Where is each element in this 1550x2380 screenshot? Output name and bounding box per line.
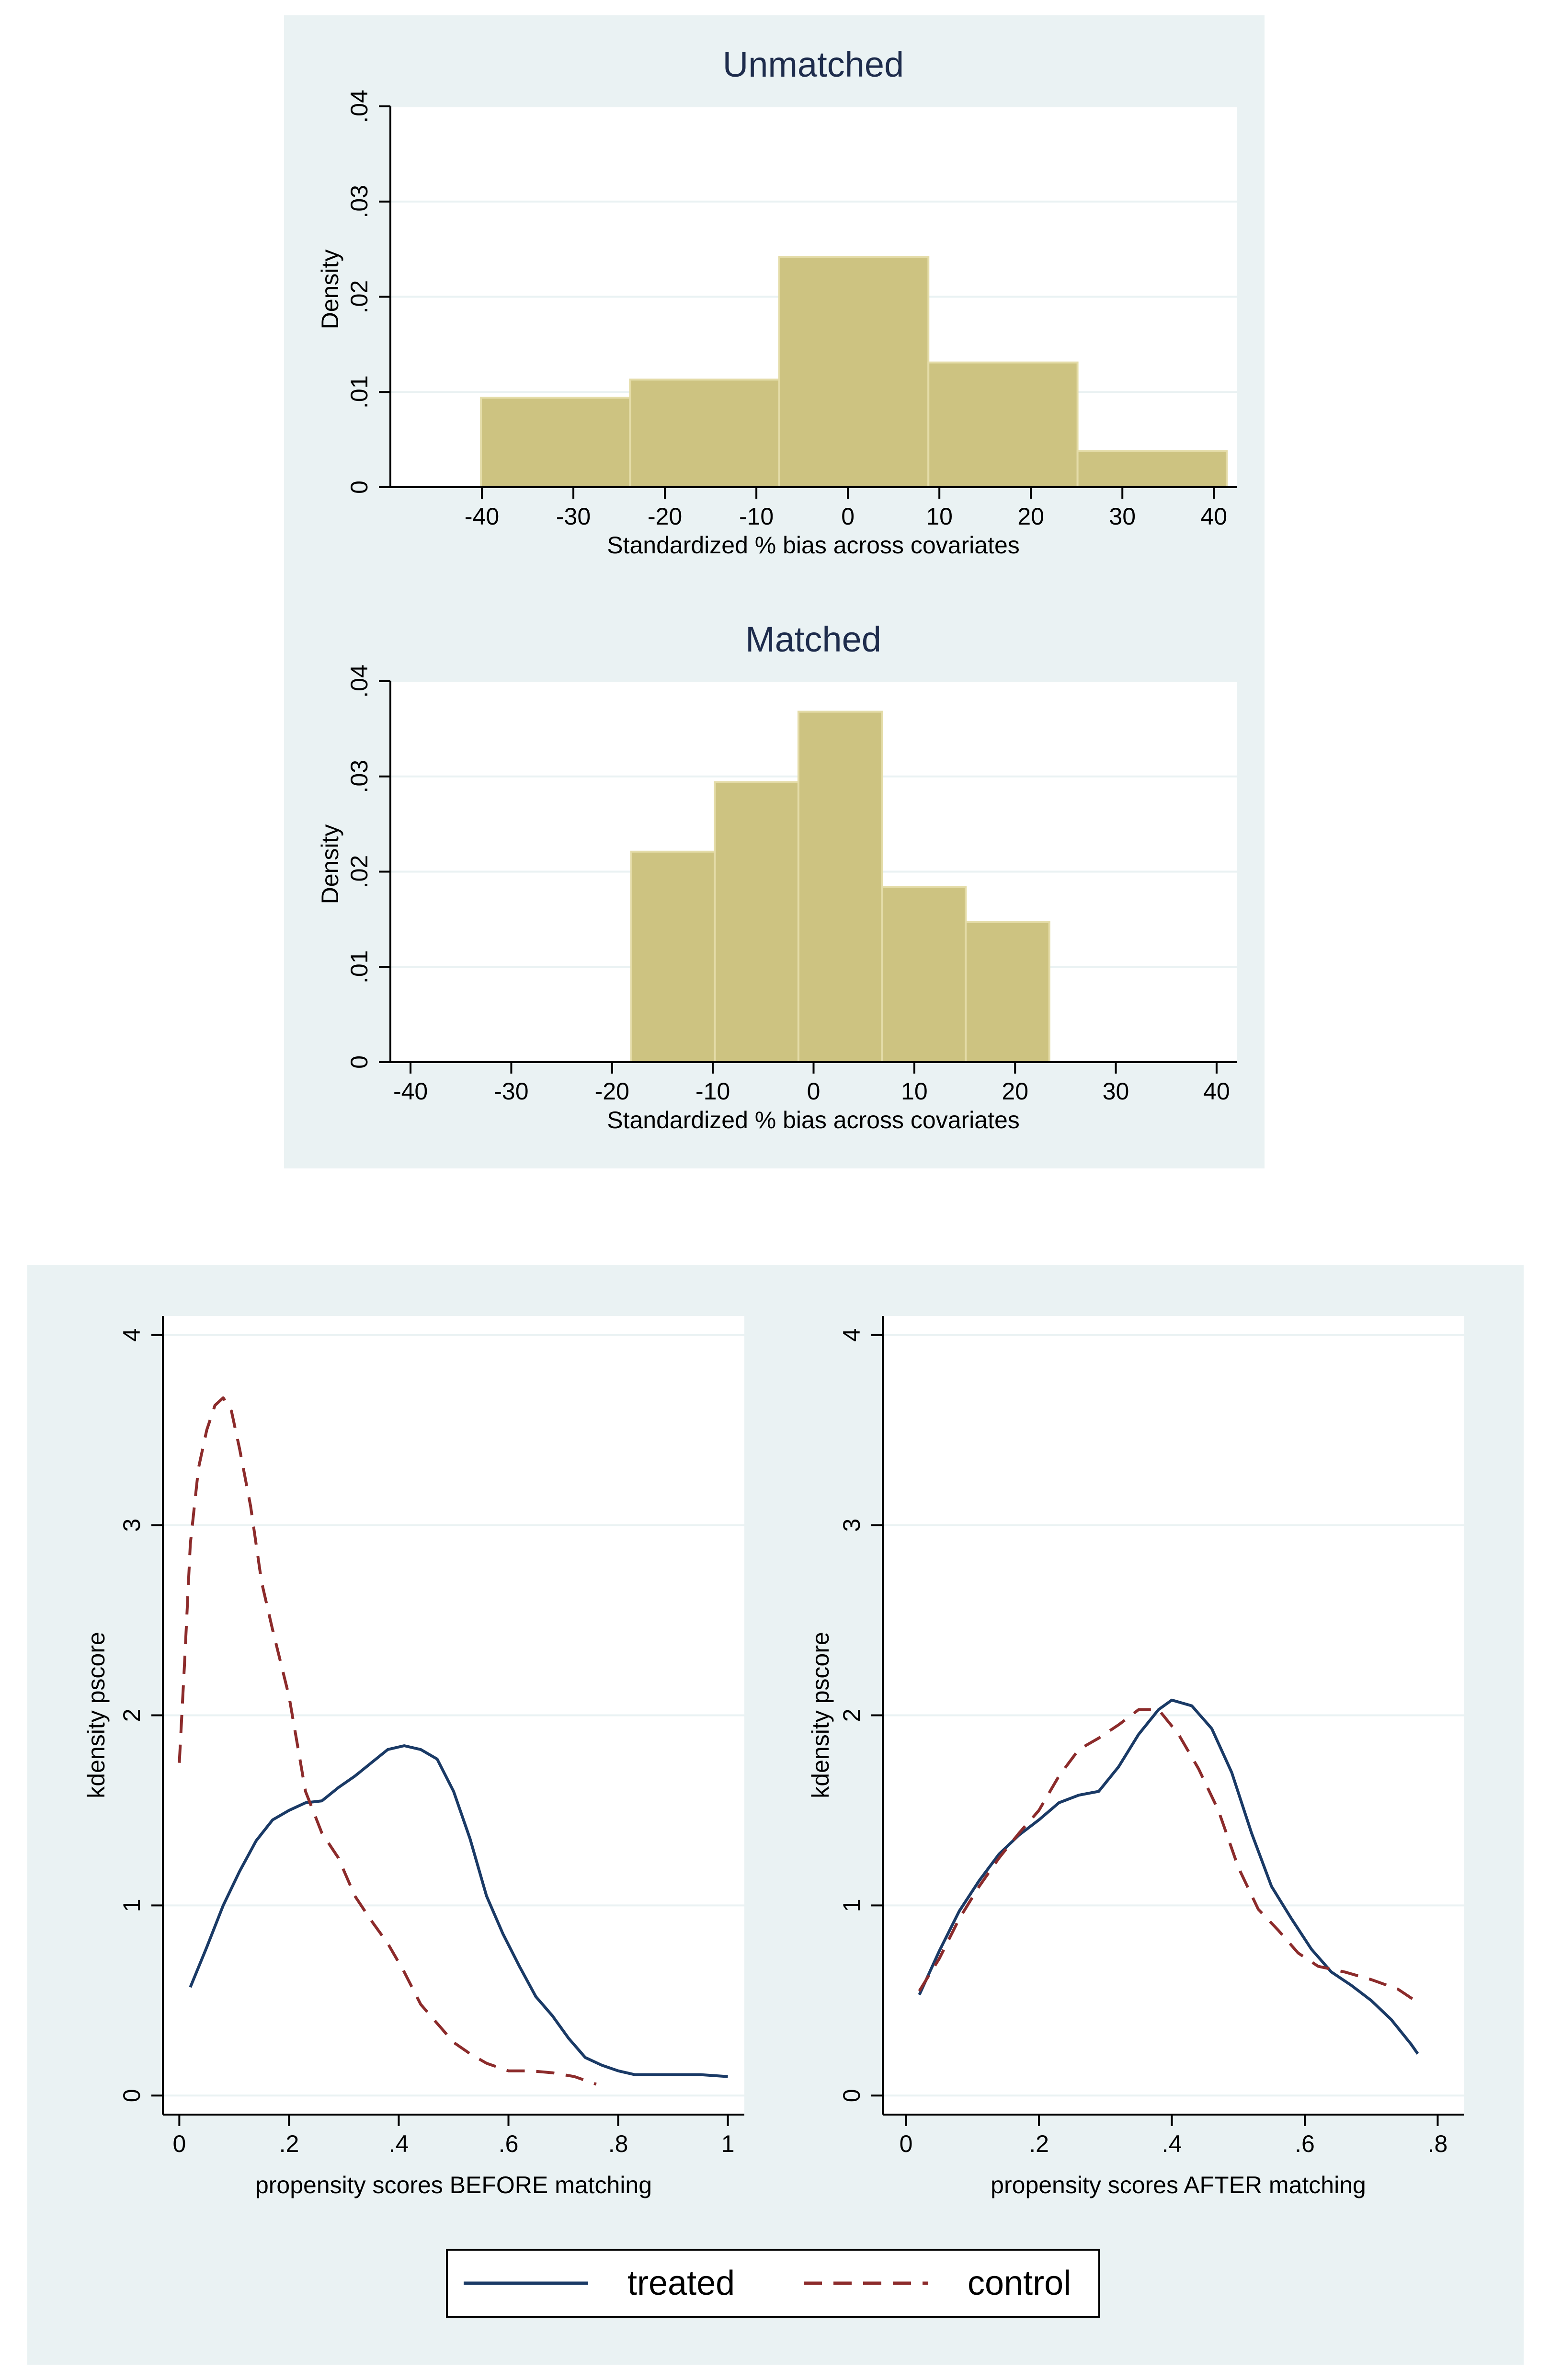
- matched-histogram: 0 .01 .02 .03 .04 -40 -30 -20 -10 0 10 20 30 40 Match…: [317, 619, 1237, 1133]
- unmatched-axes: 0 .01 .02 .03 .04 -40 -30 -20 -10 0 10 20 30 40: [346, 90, 1237, 530]
- after-matching-y-tick-label-3: 3: [838, 1519, 865, 1532]
- matched-x-tick-label-3: -10: [695, 1078, 730, 1105]
- unmatched-y-tick-label-3: .03: [346, 185, 373, 218]
- legend-control-label: control: [968, 2264, 1071, 2302]
- after-matching-control-line: [918, 1708, 1419, 2004]
- matched-x-tick-label-8: 40: [1203, 1078, 1230, 1105]
- before-matching-x-tick-label-0: 0: [172, 2130, 186, 2157]
- matched-y-axis-label: Density: [317, 824, 343, 904]
- after-matching-x-axis-label: propensity scores AFTER matching: [991, 2172, 1366, 2198]
- unmatched-bars: [480, 256, 1228, 489]
- legend-treated-label: treated: [627, 2264, 735, 2302]
- unmatched-bar-2: [778, 256, 930, 489]
- unmatched-x-tick-label-7: 30: [1109, 503, 1136, 530]
- before-matching-y-axis-label: kdensity pscore: [83, 1632, 110, 1798]
- before-matching-y-tick-label-0: 0: [118, 2089, 145, 2102]
- before-matching-x-tick-label-2: .4: [389, 2130, 409, 2157]
- unmatched-bar-3: [927, 361, 1079, 488]
- unmatched-x-tick-label-0: -40: [465, 503, 499, 530]
- after-matching-y-tick-label-4: 4: [838, 1328, 865, 1342]
- matched-bar-3: [881, 886, 967, 1064]
- unmatched-bar-4: [1076, 450, 1228, 488]
- unmatched-x-tick-label-8: 40: [1200, 503, 1227, 530]
- matched-y-tick-label-1: .01: [346, 950, 373, 984]
- unmatched-bar-1: [629, 378, 780, 488]
- matched-y-tick-label-0: 0: [346, 1055, 373, 1069]
- unmatched-x-tick-label-6: 20: [1017, 503, 1044, 530]
- before-matching-x-tick-label-3: .6: [499, 2130, 519, 2157]
- after-matching-x-tick-label-0: 0: [900, 2130, 913, 2157]
- matched-y-tick-label-4: .04: [346, 664, 373, 698]
- unmatched-title: Unmatched: [723, 45, 904, 84]
- unmatched-x-tick-label-5: 10: [926, 503, 953, 530]
- legend: treated control: [446, 2249, 1100, 2318]
- before-matching-x-axis-label: propensity scores BEFORE matching: [255, 2172, 652, 2198]
- unmatched-histogram: 0 .01 .02 .03 .04 -40 -30 -20 -10 0 10 20 30 40 Unmat…: [317, 45, 1237, 559]
- matched-y-tick-label-2: .02: [346, 855, 373, 889]
- after-matching-x-tick-label-1: .2: [1029, 2130, 1049, 2157]
- matched-x-tick-label-5: 10: [901, 1078, 928, 1105]
- before-matching-lines: [178, 1396, 728, 2086]
- matched-x-tick-label-1: -30: [494, 1078, 528, 1105]
- before-matching-control-line: [178, 1396, 597, 2086]
- after-matching-treated-line: [918, 1698, 1419, 2055]
- before-matching-x-tick-label-1: .2: [279, 2130, 299, 2157]
- unmatched-bar-0: [480, 397, 631, 488]
- after-matching-x-tick-label-3: .6: [1295, 2130, 1315, 2157]
- after-matching-x-tick-label-2: .4: [1162, 2130, 1182, 2157]
- unmatched-x-tick-label-2: -20: [648, 503, 682, 530]
- matched-x-axis-label: Standardized % bias across covariates: [607, 1107, 1020, 1133]
- after-matching-y-tick-label-0: 0: [838, 2089, 865, 2102]
- before-matching-axes: 0 1 2 3 4 0 .2 .4 .6 .8 1: [118, 1316, 744, 2157]
- matched-bar-2: [797, 710, 883, 1063]
- matched-x-tick-label-4: 0: [807, 1078, 821, 1105]
- before-matching-y-tick-label-4: 4: [118, 1328, 145, 1342]
- matched-bar-0: [630, 850, 716, 1063]
- matched-axes: 0 .01 .02 .03 .04 -40 -30 -20 -10 0 10 20 30 40: [346, 664, 1237, 1105]
- before-matching-y-tick-label-2: 2: [118, 1709, 145, 1722]
- before-matching-treated-line: [189, 1744, 728, 2078]
- unmatched-y-tick-label-2: .02: [346, 280, 373, 314]
- unmatched-y-tick-label-0: 0: [346, 481, 373, 494]
- before-matching-density: 0 1 2 3 4 0 .2 .4 .6 .8 1 propensity scores BEFORE…: [83, 1316, 744, 2198]
- matched-bar-4: [965, 921, 1050, 1064]
- matched-x-tick-label-6: 20: [1002, 1078, 1028, 1105]
- matched-bar-1: [714, 781, 799, 1064]
- matched-x-tick-label-2: -20: [595, 1078, 629, 1105]
- after-matching-axes: 0 1 2 3 4 0 .2 .4 .6 .8: [838, 1316, 1464, 2157]
- before-matching-y-tick-label-3: 3: [118, 1519, 145, 1532]
- unmatched-x-tick-label-4: 0: [841, 503, 855, 530]
- after-matching-y-tick-label-1: 1: [838, 1899, 865, 1912]
- unmatched-x-axis-label: Standardized % bias across covariates: [607, 532, 1020, 559]
- after-matching-gridlines: [883, 1334, 1464, 2097]
- after-matching-lines: [918, 1698, 1419, 2055]
- matched-x-tick-label-7: 30: [1103, 1078, 1129, 1105]
- after-matching-x-tick-label-4: .8: [1428, 2130, 1448, 2157]
- unmatched-y-axis-label: Density: [317, 250, 343, 330]
- before-matching-x-tick-label-4: .8: [608, 2130, 628, 2157]
- after-matching-density: 0 1 2 3 4 0 .2 .4 .6 .8 propensity scores AFTER m…: [807, 1316, 1464, 2198]
- after-matching-y-tick-label-2: 2: [838, 1709, 865, 1722]
- unmatched-y-tick-label-4: .04: [346, 90, 373, 123]
- unmatched-x-tick-label-1: -30: [556, 503, 591, 530]
- unmatched-x-tick-label-3: -10: [739, 503, 774, 530]
- matched-x-tick-label-0: -40: [393, 1078, 428, 1105]
- unmatched-y-tick-label-1: .01: [346, 375, 373, 409]
- before-matching-x-tick-label-5: 1: [721, 2130, 735, 2157]
- matched-y-tick-label-3: .03: [346, 760, 373, 793]
- matched-title: Matched: [745, 619, 881, 659]
- before-matching-gridlines: [163, 1334, 744, 2097]
- after-matching-y-axis-label: kdensity pscore: [807, 1632, 834, 1798]
- before-matching-y-tick-label-1: 1: [118, 1899, 145, 1912]
